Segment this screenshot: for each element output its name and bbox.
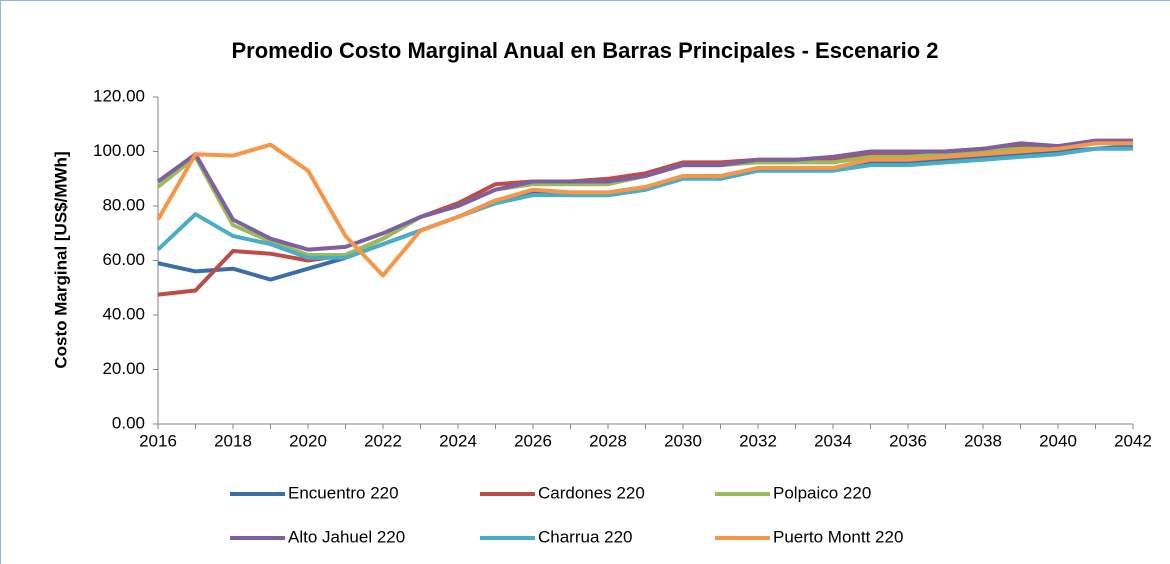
x-tick-label: 2024 xyxy=(439,431,477,450)
y-tick-label: 120.00 xyxy=(93,86,145,105)
x-tick-label: 2028 xyxy=(589,431,627,450)
x-tick-label: 2042 xyxy=(1114,431,1152,450)
y-tick-label: 80.00 xyxy=(102,195,145,214)
legend-label: Polpaico 220 xyxy=(773,483,871,502)
y-tick-label: 40.00 xyxy=(102,304,145,323)
series-line xyxy=(156,146,1133,260)
x-tick-label: 2034 xyxy=(814,431,852,450)
chart-title: Promedio Costo Marginal Anual en Barras … xyxy=(231,38,938,63)
x-tick-label: 2026 xyxy=(514,431,552,450)
legend-label: Charrua 220 xyxy=(538,527,633,546)
x-tick-label: 2020 xyxy=(289,431,327,450)
y-tick-label: 100.00 xyxy=(93,141,145,160)
legend-label: Alto Jahuel 220 xyxy=(288,527,405,546)
y-tick-label: 20.00 xyxy=(102,359,145,378)
legend-label: Encuentro 220 xyxy=(288,483,399,502)
x-tick-label: 2032 xyxy=(739,431,777,450)
series-line xyxy=(156,138,1133,252)
x-tick-label: 2038 xyxy=(964,431,1002,450)
y-axis-label: Costo Marginal [US$/MWh] xyxy=(51,151,70,368)
x-tick-label: 2018 xyxy=(214,431,252,450)
x-tick-label: 2030 xyxy=(664,431,702,450)
x-tick-label: 2040 xyxy=(1039,431,1077,450)
x-tick-label: 2022 xyxy=(364,431,402,450)
x-tick-label: 2036 xyxy=(889,431,927,450)
x-tick-label: 2016 xyxy=(139,431,177,450)
y-tick-label: 60.00 xyxy=(102,250,145,269)
legend-label: Cardones 220 xyxy=(538,483,645,502)
y-tick-label: 0.00 xyxy=(112,413,145,432)
series-line xyxy=(156,141,1133,278)
legend-label: Puerto Montt 220 xyxy=(773,527,903,546)
